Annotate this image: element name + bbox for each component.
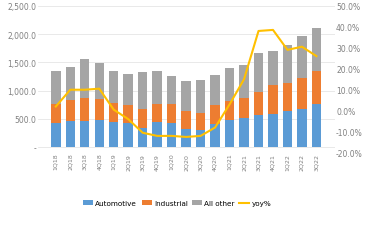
Bar	[196, 81, 205, 113]
Bar	[167, 123, 176, 147]
yoy%	[111, 109, 116, 112]
Line: yoy%: yoy%	[56, 31, 317, 137]
Bar	[181, 129, 191, 147]
Bar	[65, 122, 75, 147]
yoy%	[53, 106, 58, 108]
Bar	[240, 119, 249, 147]
Bar	[254, 54, 263, 92]
yoy%	[199, 135, 203, 138]
Bar	[80, 122, 89, 147]
Bar	[240, 66, 249, 99]
Bar	[196, 113, 205, 130]
yoy%	[314, 56, 319, 58]
Bar	[123, 124, 133, 147]
yoy%	[285, 49, 290, 52]
yoy%	[242, 79, 246, 81]
Bar	[268, 86, 278, 115]
Bar	[51, 104, 61, 123]
Bar	[211, 106, 220, 124]
Bar	[51, 72, 61, 104]
yoy%	[97, 88, 102, 91]
Bar	[65, 101, 75, 122]
yoy%	[155, 135, 159, 138]
Bar	[225, 69, 234, 102]
Bar	[211, 124, 220, 147]
Bar	[138, 73, 147, 110]
Bar	[109, 104, 118, 122]
Bar	[283, 111, 292, 147]
Bar	[123, 74, 133, 105]
Bar	[80, 98, 89, 122]
Bar	[225, 121, 234, 147]
Bar	[80, 60, 89, 98]
Bar	[65, 68, 75, 101]
Bar	[196, 130, 205, 147]
Bar	[254, 116, 263, 147]
Bar	[167, 104, 176, 123]
Bar	[152, 105, 162, 123]
yoy%	[169, 135, 174, 138]
Bar	[94, 99, 104, 120]
Bar	[181, 111, 191, 129]
yoy%	[82, 89, 87, 92]
Bar	[297, 37, 307, 78]
Bar	[51, 123, 61, 147]
yoy%	[68, 89, 73, 92]
Bar	[152, 72, 162, 105]
Bar	[297, 78, 307, 109]
Legend: Automotive, Industrial, All other, yoy%: Automotive, Industrial, All other, yoy%	[80, 198, 274, 209]
Bar	[312, 105, 321, 147]
Bar	[138, 110, 147, 129]
Bar	[268, 52, 278, 86]
Bar	[211, 75, 220, 106]
yoy%	[126, 118, 130, 121]
Bar	[123, 105, 133, 124]
Bar	[254, 92, 263, 116]
Bar	[152, 123, 162, 147]
Bar	[109, 72, 118, 104]
yoy%	[271, 29, 275, 32]
yoy%	[227, 104, 232, 106]
Bar	[138, 129, 147, 147]
Bar	[109, 122, 118, 147]
yoy%	[300, 46, 304, 49]
Bar	[167, 76, 176, 104]
Bar	[240, 99, 249, 119]
Bar	[94, 64, 104, 99]
Bar	[225, 102, 234, 121]
Bar	[268, 115, 278, 147]
yoy%	[184, 136, 188, 139]
Bar	[312, 71, 321, 105]
Bar	[181, 81, 191, 111]
Bar	[94, 120, 104, 147]
yoy%	[256, 30, 261, 33]
Bar	[297, 109, 307, 147]
Bar	[283, 84, 292, 111]
Bar	[283, 46, 292, 84]
yoy%	[140, 132, 145, 135]
yoy%	[213, 127, 217, 129]
Bar	[312, 29, 321, 71]
